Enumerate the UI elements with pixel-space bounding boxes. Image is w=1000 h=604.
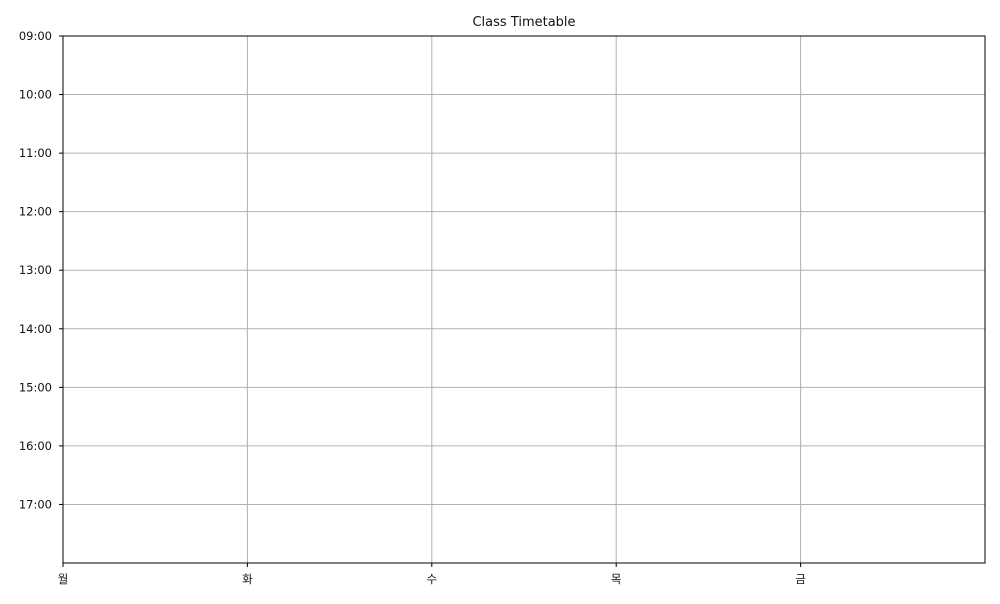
day-tick-label: 월 xyxy=(58,572,69,586)
plot-frame xyxy=(62,35,986,564)
time-tick-label: 14:00 xyxy=(19,322,52,336)
tick-layer xyxy=(59,35,802,567)
day-tick-label: 수 xyxy=(427,572,438,586)
time-tick-label: 13:00 xyxy=(19,263,52,277)
time-tick-label: 10:00 xyxy=(19,88,52,102)
time-tick-label: 11:00 xyxy=(19,146,52,160)
time-tick-label: 15:00 xyxy=(19,380,52,394)
time-tick-label: 09:00 xyxy=(19,29,52,43)
time-tick-label: 17:00 xyxy=(19,497,52,511)
chart-title: Class Timetable xyxy=(472,15,575,30)
time-tick-label: 16:00 xyxy=(19,439,52,453)
grid-layer xyxy=(63,36,985,563)
day-tick-label: 금 xyxy=(795,572,806,586)
time-tick-label: 12:00 xyxy=(19,205,52,219)
day-tick-label: 목 xyxy=(611,572,622,586)
day-tick-label: 화 xyxy=(242,572,253,586)
label-layer: 월 화 수 목 금 09:00 10:00 11:00 12:00 13:00 14:00 15:00… xyxy=(19,29,806,586)
